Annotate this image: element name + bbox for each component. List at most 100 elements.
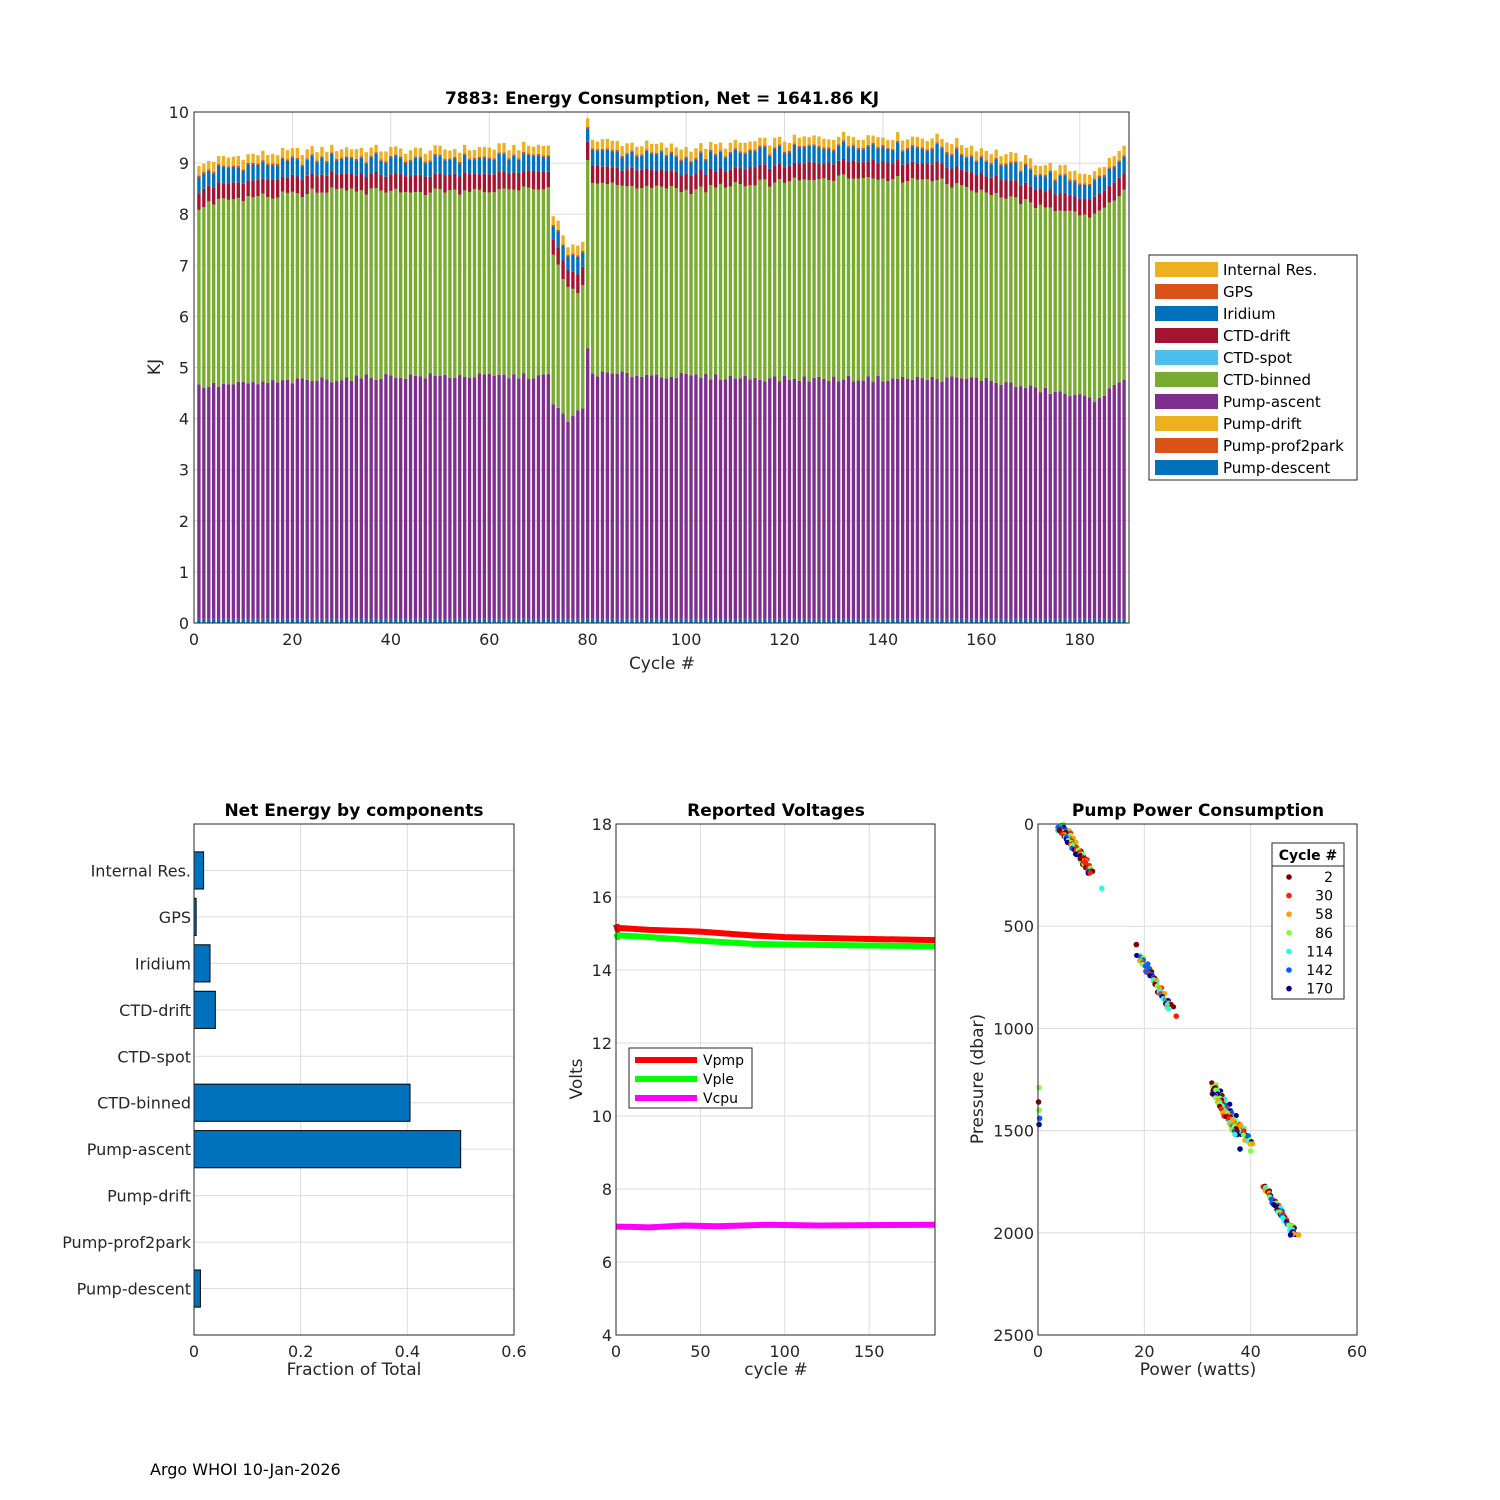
energy-bar-ctd-binned (349, 188, 354, 381)
energy-bar-gps (679, 159, 683, 161)
energy-bar-gps (758, 145, 762, 148)
energy-bar-gps (285, 159, 290, 161)
energy-xtick-label: 120 (769, 630, 800, 649)
energy-bar-pump-ascent (822, 378, 826, 619)
energy-bar-ctd-drift (1102, 190, 1107, 208)
energy-bar-ctd-drift (261, 178, 265, 194)
energy-bar-iridium (841, 141, 846, 159)
pump-power-legend-label: 58 (1315, 907, 1333, 923)
energy-bar-pump-descent (423, 618, 427, 623)
energy-bar-iridium (866, 146, 870, 162)
energy-bar-pump-ascent (1092, 402, 1097, 619)
energy-bar-gps (718, 150, 723, 152)
energy-bar-ctd-drift (379, 174, 383, 191)
energy-bar-iridium (487, 158, 491, 175)
energy-bar-ctd-drift (423, 176, 427, 196)
energy-bar-pump-ascent (979, 380, 984, 619)
energy-bar-ctd-drift (763, 164, 767, 180)
energy-bar-internal-res- (305, 149, 309, 159)
energy-bar-internal-res- (369, 147, 373, 156)
energy-bar-pump-descent (807, 618, 811, 623)
energy-bar-pump-descent (945, 618, 949, 623)
energy-bar-pump-ascent (1038, 392, 1043, 619)
energy-bar-gps (945, 151, 949, 154)
energy-bar-ctd-drift (315, 176, 319, 193)
energy-bar-pump-descent (418, 618, 423, 623)
energy-bar-internal-res- (448, 150, 452, 159)
energy-bar-ctd-binned (507, 189, 511, 379)
energy-bar-iridium (817, 147, 821, 164)
energy-bar-pump-descent (851, 618, 856, 623)
energy-bar-ctd-drift (881, 161, 885, 179)
energy-bar-pump-ascent (679, 373, 683, 619)
components-bar (193, 851, 205, 890)
energy-bar-ctd-binned (453, 189, 457, 379)
energy-bar-internal-res- (625, 143, 629, 153)
energy-bar-internal-res- (226, 157, 231, 167)
energy-bar-ctd-drift (1043, 191, 1048, 208)
energy-bar-ctd-drift (320, 174, 324, 193)
energy-bar-gps (989, 162, 993, 165)
energy-bar-pump-descent (960, 618, 964, 623)
energy-legend-swatch (1155, 460, 1218, 475)
energy-bar-pump-descent (979, 618, 984, 623)
energy-bar-ctd-binned (266, 197, 270, 383)
energy-bar-ctd-binned (999, 197, 1003, 385)
energy-bar-ctd-binned (399, 192, 403, 378)
energy-bar-ctd-drift (433, 173, 437, 189)
energy-bar-ctd-binned (285, 192, 290, 380)
energy-bar-pump-descent (576, 618, 580, 623)
pump-power-point (1249, 1141, 1256, 1147)
energy-legend-swatch (1155, 416, 1218, 431)
energy-bar-internal-res- (586, 118, 590, 128)
energy-bar-ctd-binned (669, 186, 674, 377)
energy-bar-pump-descent (989, 618, 993, 623)
energy-bar-ctd-binned (945, 184, 949, 378)
energy-bar-internal-res- (202, 163, 206, 172)
energy-bar-ctd-binned (413, 191, 418, 376)
energy-bar-ctd-binned (1092, 213, 1097, 403)
energy-bar-ctd-binned (718, 183, 723, 380)
energy-bar-pump-descent (896, 618, 900, 623)
energy-bar-ctd-drift (305, 175, 309, 195)
energy-bar-internal-res- (1033, 165, 1038, 175)
energy-bar-pump-ascent (586, 348, 590, 619)
energy-bar-ctd-drift (782, 167, 787, 183)
energy-bar-pump-descent (669, 618, 674, 623)
energy-bar-ctd-binned (704, 192, 708, 374)
energy-bar-pump-ascent (551, 404, 555, 619)
energy-bar-ctd-binned (989, 195, 993, 381)
energy-bar-pump-ascent (699, 377, 703, 619)
energy-bar-iridium (1004, 164, 1008, 181)
energy-bar-pump-ascent (797, 380, 801, 619)
energy-bar-pump-ascent (1048, 393, 1052, 619)
energy-bar-internal-res- (763, 137, 767, 146)
energy-bar-iridium (295, 159, 300, 177)
energy-bar-pump-ascent (325, 379, 329, 619)
energy-bar-gps (202, 171, 206, 174)
pump-power-legend-title: Cycle # (1279, 848, 1338, 864)
energy-bar-pump-ascent (517, 378, 521, 619)
energy-bar-iridium (625, 154, 629, 170)
energy-bar-iridium (709, 151, 713, 169)
energy-bar-pump-ascent (285, 379, 290, 619)
energy-bar-internal-res- (546, 145, 550, 156)
energy-bar-internal-res- (551, 216, 555, 225)
energy-bar-iridium (349, 158, 354, 174)
energy-bar-pump-ascent (261, 381, 265, 619)
energy-bar-gps (812, 144, 816, 146)
energy-bar-pump-ascent (635, 375, 639, 619)
energy-bar-pump-ascent (782, 375, 787, 619)
energy-bar-internal-res- (413, 147, 418, 157)
energy-bar-gps (266, 163, 270, 166)
energy-bar-pump-ascent (984, 377, 988, 619)
energy-bar-internal-res- (197, 166, 201, 176)
energy-bar-pump-descent (659, 618, 664, 623)
energy-bar-gps (305, 158, 309, 160)
energy-bar-ctd-binned (950, 187, 954, 377)
energy-ytick-label: 3 (179, 461, 189, 480)
energy-bar-gps (335, 158, 339, 161)
energy-bar-ctd-drift (940, 163, 944, 179)
energy-bar-ctd-binned (1097, 210, 1102, 398)
energy-bar-internal-res- (960, 145, 964, 155)
